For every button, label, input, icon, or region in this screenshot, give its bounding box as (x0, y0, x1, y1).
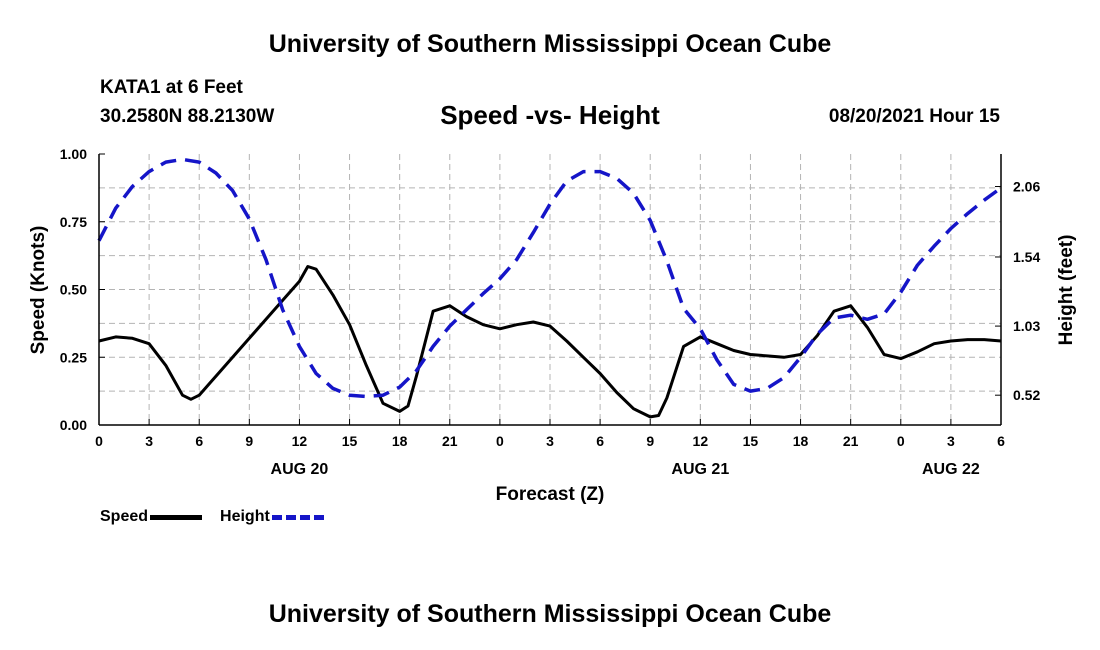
day-label: AUG 21 (671, 461, 729, 478)
forecast-datetime: 08/20/2021 Hour 15 (828, 106, 1000, 127)
y2-tick-label: 1.54 (1013, 249, 1040, 265)
x-tick-label: 15 (743, 433, 759, 449)
y2-tick-label: 0.52 (1013, 387, 1040, 403)
day-label: AUG 20 (271, 461, 329, 478)
day-label: AUG 22 (922, 461, 980, 478)
x-axis-label: Forecast (Z) (496, 484, 605, 505)
y-tick-label: 0.25 (60, 349, 87, 365)
series-line-speed (98, 265, 1002, 419)
y2-tick-label: 2.06 (1013, 179, 1040, 195)
station-name: KATA1 at 6 Feet (100, 77, 243, 98)
x-tick-label: 12 (693, 433, 709, 449)
x-tick-label: 6 (596, 433, 604, 449)
footer-title: University of Southern Mississippi Ocean… (268, 600, 832, 628)
x-tick-label: 9 (646, 433, 654, 449)
x-tick-label: 3 (947, 433, 955, 449)
x-tick-label: 0 (897, 433, 905, 449)
y-tick-label: 0.75 (60, 214, 87, 230)
legend-label-height: Height (220, 508, 270, 525)
x-tick-label: 15 (342, 433, 358, 449)
x-tick-label: 18 (793, 433, 809, 449)
x-tick-label: 6 (195, 433, 203, 449)
legend-swatch-speed (150, 514, 203, 520)
y-axis-label: Speed (Knots) (28, 226, 49, 355)
y-tick-label: 1.00 (60, 146, 87, 162)
x-tick-label: 6 (997, 433, 1005, 449)
y-tick-label: 0.50 (60, 282, 87, 298)
y-tick-label: 0.00 (60, 417, 87, 433)
series-line-height (97, 157, 1003, 399)
x-tick-label: 18 (392, 433, 408, 449)
x-tick-label: 21 (442, 433, 458, 449)
chart-title: Speed -vs- Height (440, 100, 660, 130)
x-tick-label: 0 (95, 433, 103, 449)
x-tick-label: 3 (145, 433, 153, 449)
axes: 0 3 6 9 12 15 18 21 0 3 6 9 12 15 18 21 0 3 6 AUG 20 AUG 21 A… (60, 146, 1041, 478)
legend-item-height: Height (220, 508, 324, 526)
x-tick-label: 0 (496, 433, 504, 449)
grid (99, 154, 1001, 425)
legend-item-speed: Speed (100, 508, 203, 526)
series-layer (97, 157, 1003, 419)
y2-axis-label: Height (feet) (1056, 235, 1077, 346)
legend-label-speed: Speed (100, 508, 149, 525)
x-tick-label: 21 (843, 433, 859, 449)
legend-swatch-height (271, 514, 324, 520)
x-tick-label: 9 (245, 433, 253, 449)
legend: Speed Height (100, 508, 342, 526)
x-tick-label: 12 (292, 433, 308, 449)
station-coordinates: 30.2580N 88.2130W (100, 106, 275, 127)
x-tick-label: 3 (546, 433, 554, 449)
header-title: University of Southern Mississippi Ocean… (268, 30, 832, 58)
y2-tick-label: 1.03 (1013, 318, 1040, 334)
